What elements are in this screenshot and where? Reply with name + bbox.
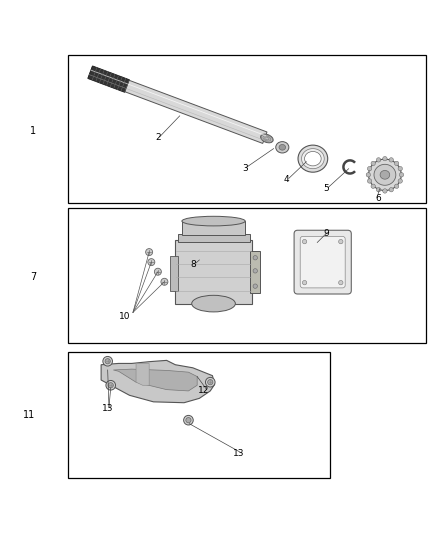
Ellipse shape — [302, 239, 307, 244]
Text: 9: 9 — [323, 229, 329, 238]
Bar — [170, 256, 178, 290]
Ellipse shape — [371, 184, 375, 189]
Text: 10: 10 — [120, 312, 131, 321]
Text: 13: 13 — [102, 404, 113, 413]
Ellipse shape — [182, 216, 245, 226]
FancyBboxPatch shape — [294, 230, 351, 294]
Ellipse shape — [367, 179, 372, 183]
Ellipse shape — [108, 383, 113, 388]
Ellipse shape — [389, 188, 393, 192]
Polygon shape — [88, 66, 129, 92]
Ellipse shape — [301, 149, 324, 169]
Text: 5: 5 — [323, 184, 329, 193]
Text: 1: 1 — [30, 126, 36, 136]
Ellipse shape — [398, 179, 403, 183]
Ellipse shape — [186, 417, 191, 423]
Ellipse shape — [367, 166, 372, 171]
Ellipse shape — [184, 415, 193, 425]
Polygon shape — [88, 67, 267, 143]
Ellipse shape — [106, 381, 116, 390]
Ellipse shape — [302, 280, 307, 285]
Ellipse shape — [383, 189, 387, 193]
Text: 2: 2 — [155, 133, 161, 142]
Ellipse shape — [148, 259, 155, 265]
Bar — [68, 352, 330, 478]
Ellipse shape — [371, 161, 375, 166]
Ellipse shape — [399, 173, 404, 177]
Text: 7: 7 — [30, 272, 36, 282]
Bar — [177, 234, 250, 243]
Ellipse shape — [105, 359, 110, 364]
Ellipse shape — [253, 284, 258, 288]
Ellipse shape — [192, 295, 235, 312]
Text: 6: 6 — [375, 195, 381, 203]
Text: 12: 12 — [198, 386, 209, 395]
Bar — [68, 55, 426, 203]
Ellipse shape — [253, 269, 258, 273]
Bar — [175, 240, 252, 304]
Ellipse shape — [276, 142, 289, 153]
Ellipse shape — [298, 145, 328, 172]
Ellipse shape — [161, 278, 168, 285]
Ellipse shape — [261, 134, 273, 143]
Ellipse shape — [279, 144, 286, 150]
Text: 11: 11 — [23, 410, 35, 420]
Text: 4: 4 — [284, 175, 290, 184]
Ellipse shape — [389, 158, 393, 162]
Ellipse shape — [376, 188, 381, 192]
Ellipse shape — [395, 184, 399, 189]
Ellipse shape — [205, 377, 215, 387]
Ellipse shape — [368, 159, 401, 190]
Ellipse shape — [366, 173, 371, 177]
Text: 3: 3 — [242, 164, 248, 173]
Ellipse shape — [374, 164, 396, 185]
Ellipse shape — [383, 157, 387, 161]
Ellipse shape — [339, 239, 343, 244]
Text: 13: 13 — [233, 449, 244, 458]
FancyBboxPatch shape — [300, 236, 345, 288]
Ellipse shape — [154, 268, 161, 275]
Ellipse shape — [304, 151, 321, 166]
Ellipse shape — [398, 166, 403, 171]
Ellipse shape — [146, 248, 152, 256]
Ellipse shape — [339, 280, 343, 285]
Bar — [251, 251, 260, 293]
Bar — [68, 207, 426, 343]
Polygon shape — [101, 360, 215, 403]
Ellipse shape — [253, 256, 258, 260]
Ellipse shape — [376, 158, 381, 162]
Bar — [182, 221, 245, 235]
Ellipse shape — [380, 171, 390, 179]
Ellipse shape — [103, 357, 113, 366]
Polygon shape — [136, 364, 149, 385]
Ellipse shape — [395, 161, 399, 166]
Text: 8: 8 — [190, 260, 196, 269]
Ellipse shape — [208, 379, 213, 385]
Polygon shape — [113, 369, 197, 391]
